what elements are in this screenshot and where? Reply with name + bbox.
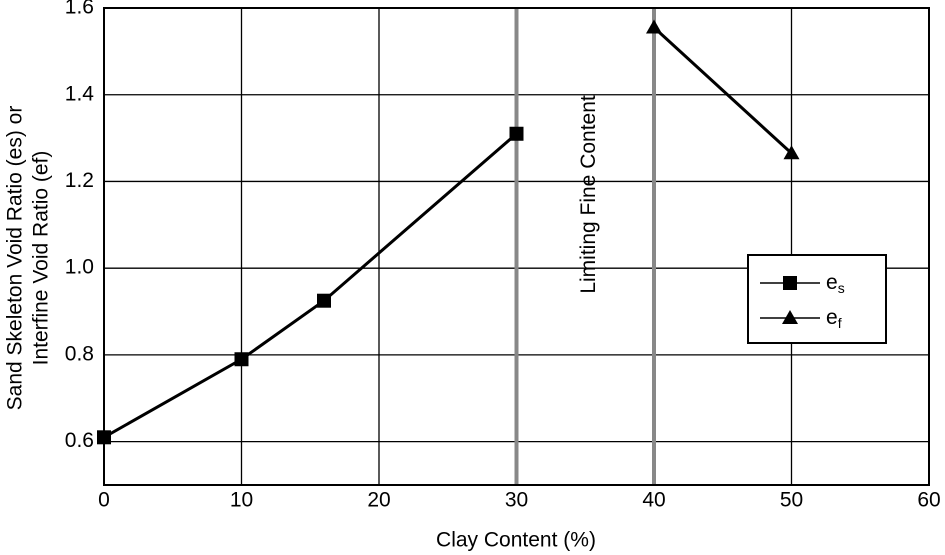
- x-tick-label: 0: [98, 489, 110, 512]
- y-axis-label: Interfine Void Ratio (ef): [30, 151, 53, 366]
- data-point: [317, 293, 331, 308]
- x-tick-label: 30: [505, 489, 528, 512]
- legend-marker: [782, 310, 798, 324]
- y-tick-label: 1.4: [65, 82, 95, 105]
- annotation: Limiting Fine Content: [577, 95, 600, 294]
- x-tick-label: 60: [917, 489, 940, 512]
- data-point: [234, 352, 249, 367]
- series-line: [103, 132, 518, 439]
- y-tick-label: 1.0: [65, 256, 94, 279]
- x-tick-label: 10: [230, 489, 253, 512]
- y-tick-label: 1.2: [65, 169, 94, 192]
- data-point: [783, 145, 800, 160]
- plot-frame: [103, 7, 930, 486]
- legend-marker: [783, 276, 797, 290]
- data-point: [97, 430, 111, 445]
- y-tick-label: 0.6: [65, 429, 94, 452]
- y-tick-label: 1.6: [65, 0, 94, 19]
- legend-box: [747, 254, 887, 344]
- x-tick-label: 40: [642, 489, 665, 512]
- y-axis-label: Sand Skeleton Void Ratio (es) or: [4, 106, 27, 411]
- data-point: [509, 126, 524, 141]
- x-axis-label: Clay Content (%): [436, 529, 596, 552]
- legend-label: es: [826, 271, 845, 296]
- data-point: [646, 19, 662, 34]
- legend-label: ef: [826, 306, 842, 331]
- x-tick-label: 50: [780, 489, 803, 512]
- series-line: [652, 26, 793, 155]
- x-tick-label: 20: [367, 489, 390, 512]
- y-tick-label: 0.8: [65, 342, 94, 365]
